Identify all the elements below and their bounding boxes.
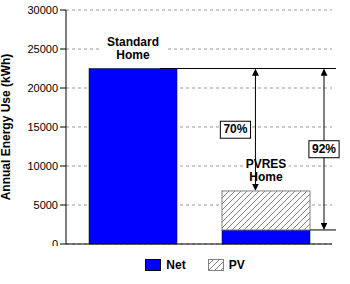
svg-text:Annual Energy Use (kWh): Annual Energy Use (kWh) [8,54,13,201]
svg-text:PVRES: PVRES [246,157,287,171]
svg-text:25000: 25000 [27,43,58,55]
svg-text:92%: 92% [312,142,336,156]
svg-text:0: 0 [52,238,58,246]
svg-text:15000: 15000 [27,121,58,133]
svg-text:20000: 20000 [27,82,58,94]
svg-text:Home: Home [116,48,150,62]
svg-text:Home: Home [249,170,283,184]
svg-text:30000: 30000 [27,4,58,16]
svg-text:5000: 5000 [34,199,58,211]
svg-text:Standard: Standard [107,35,159,49]
svg-text:70%: 70% [223,122,247,136]
html-text:Net: Net [166,258,186,272]
svg-text:10000: 10000 [27,160,58,172]
html-text:PV: PV [228,258,245,272]
